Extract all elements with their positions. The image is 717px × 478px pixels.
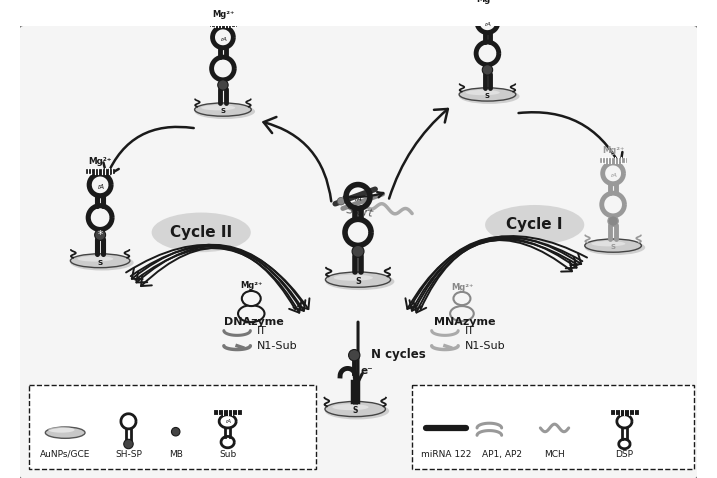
Text: e⁻: e⁻ [360,366,373,376]
Circle shape [95,229,105,240]
FancyArrowPatch shape [416,238,576,307]
Circle shape [608,216,618,226]
Ellipse shape [333,404,369,410]
FancyArrowPatch shape [141,248,295,309]
FancyArrowPatch shape [518,112,622,166]
Text: rA: rA [226,419,232,424]
Text: S: S [485,93,490,99]
Text: DSP: DSP [615,450,633,459]
Ellipse shape [585,240,645,255]
Ellipse shape [450,306,474,321]
Text: miRNA 122: miRNA 122 [421,450,471,459]
Text: Cycle I: Cycle I [506,217,563,232]
Circle shape [352,245,364,257]
Ellipse shape [585,239,642,252]
Text: rA: rA [220,37,227,42]
Ellipse shape [77,256,113,261]
Text: DNAzyme: DNAzyme [224,317,284,327]
FancyArrowPatch shape [389,109,448,198]
Bar [474,7,500,11]
Ellipse shape [70,255,133,271]
Ellipse shape [453,292,470,305]
Text: Mg²⁺: Mg²⁺ [602,146,625,155]
Text: AuNPs/GCE: AuNPs/GCE [40,450,90,459]
Ellipse shape [459,89,520,104]
Text: rA: rA [98,184,105,190]
FancyArrowPatch shape [414,239,578,313]
Ellipse shape [333,275,373,281]
Text: AP1, AP2: AP1, AP2 [482,450,522,459]
Ellipse shape [459,88,516,101]
FancyBboxPatch shape [412,385,694,468]
Text: Sub: Sub [219,450,237,459]
Ellipse shape [592,241,625,246]
FancyArrowPatch shape [103,127,194,176]
Ellipse shape [242,291,261,306]
Ellipse shape [45,427,85,438]
Bar [209,22,236,26]
Text: N cycles: N cycles [371,348,426,361]
FancyArrowPatch shape [264,117,331,201]
Text: S: S [220,109,225,114]
FancyBboxPatch shape [29,385,316,468]
Text: Mg²⁺: Mg²⁺ [88,156,112,165]
Ellipse shape [485,205,584,245]
Ellipse shape [325,402,389,419]
FancyArrowPatch shape [136,246,300,307]
Text: S: S [355,277,361,286]
Ellipse shape [238,305,265,322]
Ellipse shape [466,90,500,95]
Ellipse shape [201,105,235,110]
FancyArrowPatch shape [136,248,301,313]
Text: Mg²⁺: Mg²⁺ [240,281,262,290]
Ellipse shape [325,402,386,417]
FancyArrowPatch shape [409,238,582,311]
FancyArrowPatch shape [405,236,587,309]
Text: Cycle II: Cycle II [170,225,232,240]
FancyArrowPatch shape [130,246,305,311]
Text: S: S [98,260,103,266]
Text: rA: rA [611,173,617,178]
Text: Start: Start [346,205,374,218]
Ellipse shape [326,273,394,290]
Ellipse shape [194,104,255,119]
Text: MB: MB [168,450,183,459]
Text: Mg²⁺: Mg²⁺ [451,282,473,292]
Text: IT: IT [465,326,475,336]
Text: MCH: MCH [544,450,565,459]
Bar [86,169,114,173]
FancyArrowPatch shape [421,240,572,309]
Circle shape [124,439,133,449]
Text: rA: rA [355,196,363,202]
Circle shape [218,80,228,90]
Text: S: S [353,406,358,415]
Circle shape [171,427,180,436]
FancyArrowPatch shape [412,237,581,305]
FancyArrowPatch shape [132,245,305,305]
Text: N1-Sub: N1-Sub [257,341,298,351]
Ellipse shape [48,427,75,433]
FancyBboxPatch shape [18,24,699,478]
Text: *: * [98,230,103,240]
Circle shape [483,65,493,75]
Ellipse shape [151,213,251,252]
Text: rA: rA [485,22,492,27]
Text: N1-Sub: N1-Sub [465,341,505,351]
Bar [600,158,627,162]
Text: MNAzyme: MNAzyme [434,317,495,327]
Ellipse shape [326,272,391,287]
Ellipse shape [194,103,251,116]
Text: IT: IT [257,326,267,336]
Text: S: S [611,245,616,250]
Circle shape [337,197,345,205]
Circle shape [348,349,360,361]
Ellipse shape [70,254,130,268]
Text: SH-SP: SH-SP [115,450,142,459]
Text: Mg²⁺: Mg²⁺ [476,0,498,4]
FancyArrowPatch shape [126,245,310,309]
Text: Mg²⁺: Mg²⁺ [212,10,234,19]
